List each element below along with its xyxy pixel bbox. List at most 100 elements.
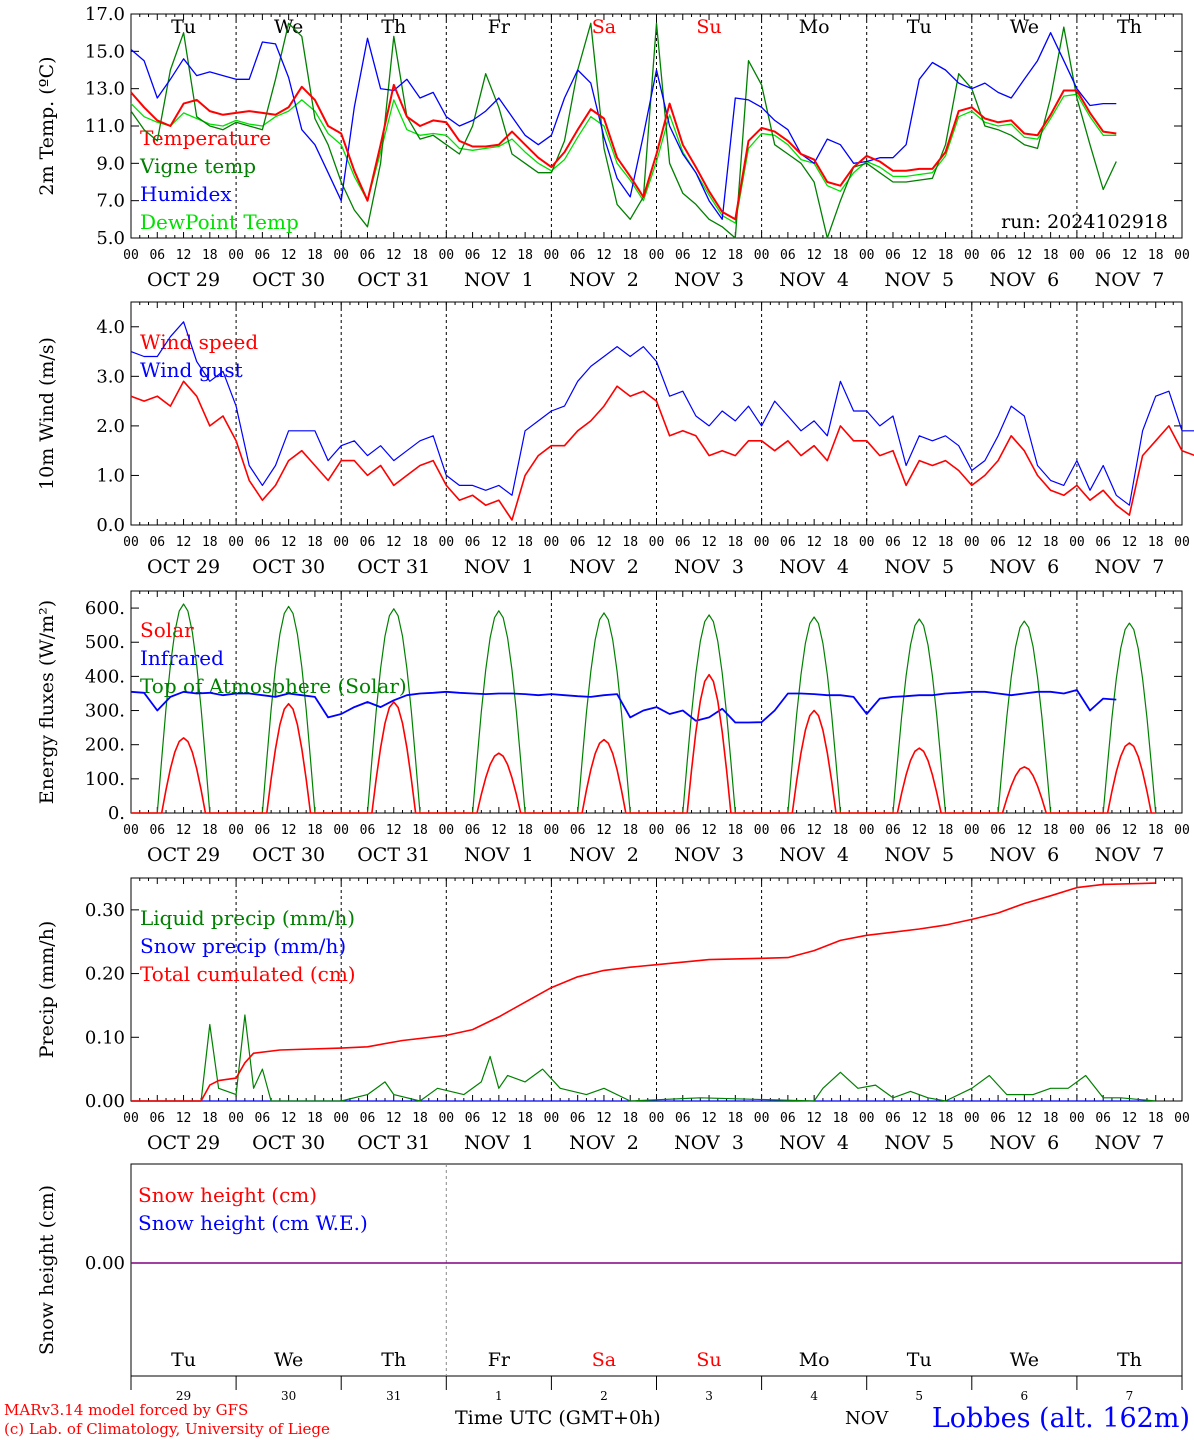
y-tick-label: 500.: [85, 632, 125, 653]
series-line-total-cumulated: [131, 882, 1156, 1102]
hour-tick-label: 00: [123, 823, 139, 838]
hour-tick-label: 00: [859, 248, 875, 263]
day-number: 5: [915, 1389, 923, 1403]
hour-tick-label: 06: [465, 823, 481, 838]
series-line-solar: [131, 673, 1156, 814]
day-label: OCT 29: [147, 269, 220, 291]
y-tick-label: 0.00: [85, 1253, 125, 1274]
hour-tick-label: 12: [281, 823, 297, 838]
hour-tick-label: 12: [176, 1111, 192, 1126]
hour-tick-label: 12: [911, 535, 927, 550]
y-tick-label: 0.10: [85, 1027, 125, 1048]
series-line-liquid-precip: [131, 1014, 1156, 1102]
legend-entry: Vigne temp: [139, 154, 256, 178]
weekday-label: Tu: [171, 1349, 196, 1371]
hour-tick-label: 12: [806, 1111, 822, 1126]
hour-tick-label: 00: [649, 1111, 665, 1126]
weekday-label: Th: [1117, 1349, 1142, 1371]
hour-tick-label: 00: [544, 248, 560, 263]
hour-tick-label: 00: [333, 535, 349, 550]
hour-tick-label: 06: [885, 535, 901, 550]
hour-tick-label: 00: [438, 248, 454, 263]
hour-tick-label: 06: [1095, 1111, 1111, 1126]
day-label: NOV 2: [569, 556, 639, 578]
day-label: OCT 30: [252, 269, 325, 291]
hour-tick-label: 06: [675, 1111, 691, 1126]
day-number: 7: [1126, 1389, 1134, 1403]
day-label: NOV 2: [569, 844, 639, 866]
hour-tick-label: 12: [806, 823, 822, 838]
hour-tick-label: 18: [412, 248, 428, 263]
hour-tick-label: 00: [1069, 823, 1085, 838]
hour-tick-label: 06: [1095, 248, 1111, 263]
hour-tick-label: 12: [701, 248, 717, 263]
weekday-label: Su: [696, 16, 721, 38]
weekday-label: Tu: [907, 16, 932, 38]
panel-frame: [130, 301, 1183, 526]
hour-tick-label: 12: [176, 248, 192, 263]
weekday-label: Su: [696, 1349, 721, 1371]
hour-tick-label: 00: [859, 1111, 875, 1126]
hour-tick-label: 18: [202, 823, 218, 838]
day-label: NOV 2: [569, 269, 639, 291]
day-label: NOV 6: [989, 269, 1059, 291]
hour-tick-label: 00: [754, 535, 770, 550]
hour-tick-label: 00: [333, 1111, 349, 1126]
day-number: 30: [281, 1389, 296, 1403]
y-tick-label: 0.: [108, 803, 125, 824]
hour-tick-label: 18: [307, 248, 323, 263]
hour-tick-label: 00: [964, 823, 980, 838]
hour-tick-label: 18: [412, 1111, 428, 1126]
hour-tick-label: 06: [360, 535, 376, 550]
hour-tick-label: 00: [438, 823, 454, 838]
hour-tick-label: 00: [859, 535, 875, 550]
hour-tick-label: 18: [938, 1111, 954, 1126]
hour-tick-label: 12: [911, 1111, 927, 1126]
hour-tick-label: 00: [333, 823, 349, 838]
weekday-label: We: [1010, 16, 1039, 38]
hour-tick-label: 18: [1148, 248, 1164, 263]
weekday-label: We: [1010, 1349, 1039, 1371]
footer-month: NOV: [845, 1408, 889, 1429]
legend-entry: Infrared: [140, 646, 224, 670]
hour-tick-label: 06: [255, 248, 271, 263]
hour-tick-label: 18: [727, 823, 743, 838]
hour-tick-label: 18: [307, 823, 323, 838]
hour-tick-label: 18: [938, 248, 954, 263]
day-number: 4: [810, 1389, 818, 1403]
hour-tick-label: 18: [1148, 535, 1164, 550]
hour-tick-label: 12: [386, 1111, 402, 1126]
hour-tick-label: 18: [517, 535, 533, 550]
hour-tick-label: 18: [727, 1111, 743, 1126]
hour-tick-label: 12: [596, 535, 612, 550]
hour-tick-label: 06: [570, 1111, 586, 1126]
hour-tick-label: 00: [544, 1111, 560, 1126]
hour-tick-label: 18: [412, 823, 428, 838]
y-tick-label: 200.: [85, 735, 125, 756]
hour-tick-label: 06: [465, 1111, 481, 1126]
hour-tick-label: 18: [517, 248, 533, 263]
hour-tick-label: 06: [255, 823, 271, 838]
hour-tick-label: 00: [1174, 1111, 1190, 1126]
hour-tick-label: 18: [727, 535, 743, 550]
hour-tick-label: 18: [938, 823, 954, 838]
y-tick-label: 3.0: [96, 366, 125, 387]
y-tick-label: 600.: [85, 598, 125, 619]
hour-tick-label: 18: [833, 535, 849, 550]
y-tick-label: 1.0: [96, 465, 125, 486]
day-label: OCT 31: [357, 1132, 430, 1154]
day-label: OCT 30: [252, 556, 325, 578]
day-label: NOV 5: [884, 556, 954, 578]
day-label: NOV 6: [989, 1132, 1059, 1154]
day-label: NOV 4: [779, 1132, 849, 1154]
y-tick-label: 400.: [85, 666, 125, 687]
hour-tick-label: 00: [649, 535, 665, 550]
hour-tick-label: 12: [491, 1111, 507, 1126]
hour-tick-label: 18: [938, 535, 954, 550]
hour-tick-label: 00: [1174, 535, 1190, 550]
hour-tick-label: 12: [596, 823, 612, 838]
day-number: 29: [176, 1389, 191, 1403]
hour-tick-label: 12: [1122, 248, 1138, 263]
hour-tick-label: 06: [149, 535, 165, 550]
day-label: NOV 1: [464, 1132, 534, 1154]
